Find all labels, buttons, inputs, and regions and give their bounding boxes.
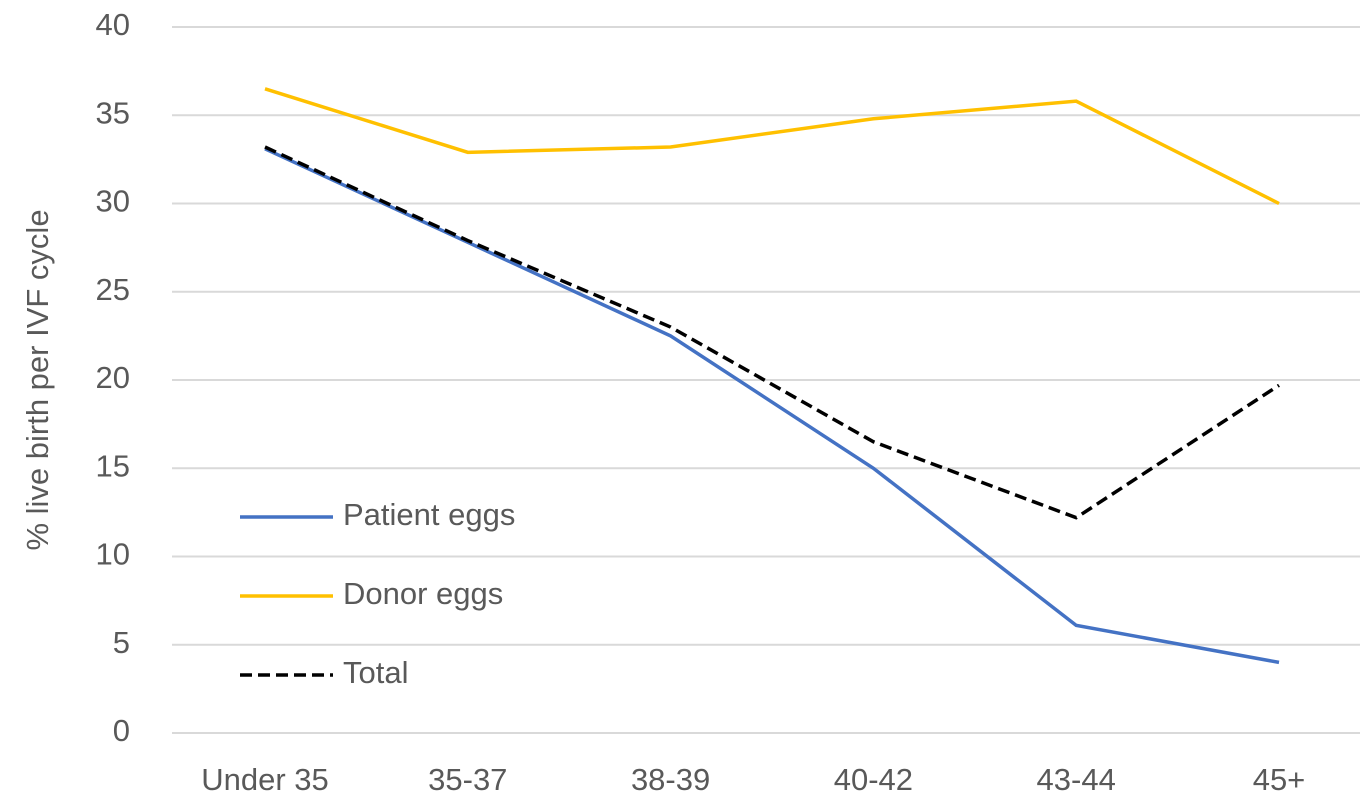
legend-label: Total [343,655,408,690]
y-tick-label: 25 [96,272,130,307]
legend-label: Donor eggs [343,576,503,611]
x-tick-label: Under 35 [201,762,329,797]
series-line [264,145,1280,520]
y-tick-label: 40 [96,7,130,42]
series-line [264,87,1280,206]
x-tick-label: 38-39 [631,762,710,797]
x-tick-label: 35-37 [428,762,507,797]
y-tick-label: 5 [113,625,130,660]
y-axis-label: % live birth per IVF cycle [20,209,55,550]
y-tick-label: 0 [113,713,130,748]
x-tick-label: 40-42 [834,762,913,797]
y-tick-label: 20 [96,360,130,395]
legend-label: Patient eggs [343,497,515,532]
y-tick-label: 10 [96,537,130,572]
x-tick-label: 45+ [1253,762,1306,797]
x-tick-label: 43-44 [1037,762,1116,797]
y-tick-label: 30 [96,184,130,219]
y-tick-label: 15 [96,448,130,483]
y-tick-label: 35 [96,95,130,130]
